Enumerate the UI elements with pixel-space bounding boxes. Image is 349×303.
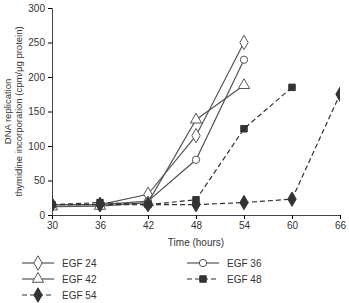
legend-item: EGF 48 <box>187 274 262 285</box>
y-tick: 50 <box>34 175 52 186</box>
x-tick-mark <box>244 215 245 219</box>
series-marker <box>289 84 295 90</box>
x-tick-label: 48 <box>191 220 203 231</box>
y-tick-label: 200 <box>28 72 45 83</box>
legend-label: EGF 42 <box>62 274 97 285</box>
plot: 30 36 42 48 54 60 66 0 50 100 150 200 250 300 <box>28 3 346 231</box>
legend-item: EGF 36 <box>187 258 262 269</box>
series-line <box>52 85 244 206</box>
x-tick-label: 66 <box>335 220 347 231</box>
y-tick-label: 150 <box>28 106 45 117</box>
series-marker <box>241 126 247 132</box>
y-axis-line <box>48 9 53 216</box>
y-tick-label: 50 <box>34 175 46 186</box>
plot-area <box>52 35 340 212</box>
x-tick: 66 <box>335 215 347 231</box>
series-marker <box>240 195 248 209</box>
series-marker <box>96 197 104 211</box>
y-tick-mark <box>48 181 52 182</box>
y-tick-label: 0 <box>39 210 45 221</box>
y-tick: 250 <box>28 37 52 48</box>
y-tick-mark <box>48 146 52 147</box>
legend-marker <box>32 272 43 282</box>
legend-label: EGF 24 <box>62 258 97 269</box>
series-marker <box>240 35 248 49</box>
y-tick: 200 <box>28 72 52 83</box>
legend-label: EGF 36 <box>227 258 262 269</box>
x-tick-mark <box>148 215 149 219</box>
series-line <box>52 94 340 204</box>
series-marker <box>238 79 249 89</box>
series-marker <box>190 113 201 123</box>
series-line <box>52 87 292 204</box>
chart: 30 36 42 48 54 60 66 0 50 100 150 200 250 300 Time (ho… <box>0 0 349 303</box>
x-tick-mark <box>100 215 101 219</box>
legend-marker <box>34 256 42 270</box>
legend-item: EGF 24 <box>22 256 97 270</box>
legend-marker <box>34 288 42 302</box>
y-tick: 100 <box>28 141 52 152</box>
y-tick: 300 <box>28 3 52 14</box>
y-tick-mark <box>48 43 52 44</box>
x-tick-label: 42 <box>143 220 155 231</box>
x-tick: 60 <box>287 215 299 231</box>
series-marker <box>192 128 200 142</box>
y-axis-title: DNA replication <box>2 79 13 144</box>
y-tick: 0 <box>39 210 52 221</box>
x-axis-title: Time (hours) <box>168 237 224 248</box>
series-marker <box>192 197 200 211</box>
x-tick-mark <box>196 215 197 219</box>
series-line <box>52 43 244 205</box>
x-tick-mark <box>340 215 341 219</box>
y-tick-label: 300 <box>28 3 45 14</box>
x-tick: 36 <box>95 215 107 231</box>
legend-marker <box>200 276 206 282</box>
legend-item: EGF 42 <box>22 272 97 284</box>
legend-marker <box>199 259 206 266</box>
x-tick: 42 <box>143 215 155 231</box>
y-tick-label: 100 <box>28 141 45 152</box>
series-marker <box>192 156 199 163</box>
x-tick: 54 <box>239 215 251 231</box>
x-tick-label: 36 <box>95 220 107 231</box>
series-marker <box>240 56 247 63</box>
x-tick-label: 30 <box>47 220 59 231</box>
series-marker <box>336 87 340 101</box>
x-tick-label: 60 <box>287 220 299 231</box>
y-tick-mark <box>48 77 52 78</box>
y-axis: 0 50 100 150 200 250 300 <box>28 3 52 221</box>
y-tick: 150 <box>28 106 52 117</box>
legend-label: EGF 54 <box>62 290 97 301</box>
legend-item: EGF 54 <box>22 288 97 302</box>
x-tick-label: 54 <box>239 220 251 231</box>
series-line <box>52 60 244 205</box>
y-tick-mark <box>48 215 52 216</box>
x-axis: 30 36 42 48 54 60 66 <box>47 215 347 231</box>
legend: EGF 24 EGF 36 EGF 42 EGF 48 EGF 54 <box>22 256 262 302</box>
y-axis-title: thymidine incorporation (cpm/μg protein) <box>13 26 24 196</box>
x-tick: 30 <box>47 215 59 231</box>
series-marker <box>52 197 56 211</box>
x-axis-line <box>53 216 341 220</box>
x-tick-mark <box>292 215 293 219</box>
series-marker <box>144 197 152 211</box>
y-tick-mark <box>48 8 52 9</box>
x-tick: 48 <box>191 215 203 231</box>
y-tick-label: 250 <box>28 37 45 48</box>
legend-label: EGF 48 <box>227 274 262 285</box>
y-tick-mark <box>48 112 52 113</box>
series-marker <box>288 192 296 206</box>
